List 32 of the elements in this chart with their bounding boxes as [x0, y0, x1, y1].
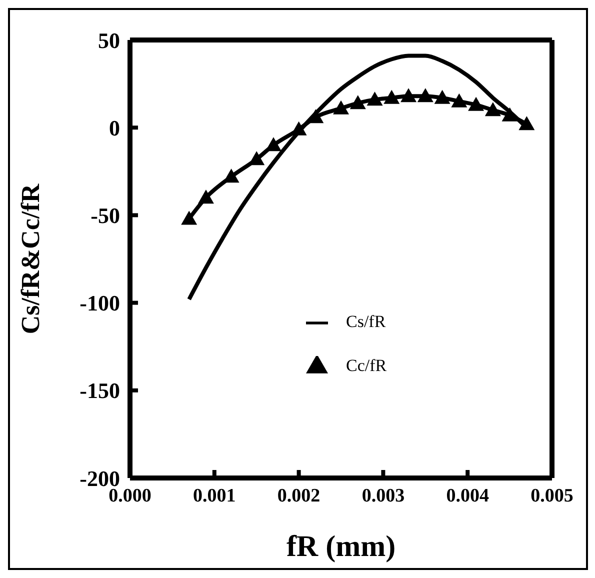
y-tick-label: -50 — [90, 203, 120, 228]
point — [384, 90, 400, 104]
point — [290, 121, 307, 136]
y-tick-label: -100 — [80, 290, 120, 316]
legend-label: Cs/fR — [346, 312, 386, 331]
point — [468, 96, 484, 111]
x-tick-label: 0.004 — [446, 485, 490, 506]
legend-label: Cc/fR — [346, 356, 387, 375]
point — [198, 190, 214, 204]
point — [502, 107, 518, 122]
point — [333, 100, 349, 114]
point — [434, 90, 450, 104]
point — [417, 88, 434, 102]
point — [350, 95, 366, 110]
point — [265, 137, 282, 152]
point — [518, 116, 535, 130]
x-tick-label: 0.003 — [362, 485, 405, 506]
y-axis-title: Cs/fR&Cc/fR — [16, 184, 46, 334]
point — [223, 168, 240, 183]
point — [181, 210, 198, 225]
point — [451, 93, 468, 108]
y-tick-label: 50 — [98, 28, 120, 53]
y-tick-label: -150 — [80, 378, 120, 404]
point — [484, 102, 501, 116]
x-tick-label: 0.001 — [193, 485, 236, 506]
x-tick-label: 0.005 — [530, 485, 574, 506]
x-tick-label: 0.002 — [277, 485, 320, 506]
point — [400, 88, 417, 102]
y-tick-label: 0 — [109, 115, 120, 140]
point — [366, 92, 383, 106]
x-tick-label: 0.000 — [108, 485, 152, 506]
x-axis-title: fR (mm) — [286, 530, 396, 563]
